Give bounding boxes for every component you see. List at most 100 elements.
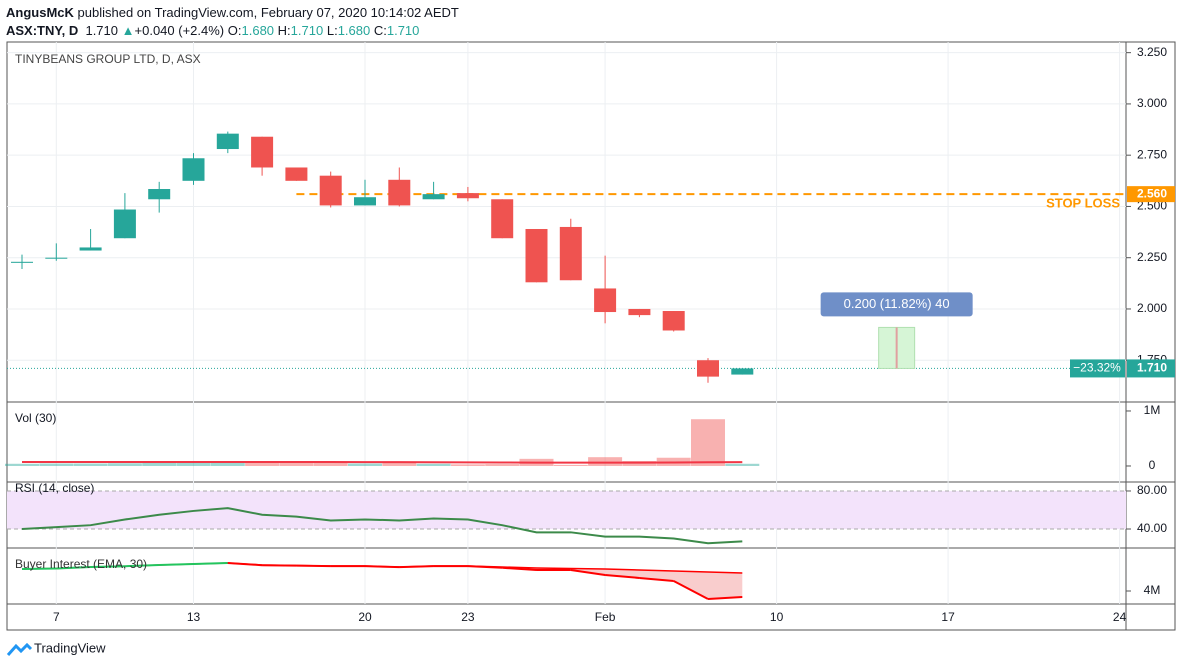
volume-bar <box>691 419 725 466</box>
x-tick-label: 23 <box>461 610 475 624</box>
x-tick-label: Feb <box>595 610 616 624</box>
volume-ma <box>22 461 743 464</box>
volume-bar <box>348 463 382 466</box>
candle-body <box>11 261 33 263</box>
candle-body <box>456 193 479 199</box>
candle-body <box>662 311 685 331</box>
bi-line <box>673 580 709 600</box>
volume-bar <box>142 462 177 466</box>
symbol: ASX:TNY, D <box>6 23 79 38</box>
publish-line: AngusMcK published on TradingView.com, F… <box>6 4 459 22</box>
ohlc-label: C: <box>373 23 387 38</box>
y-tick-label: 80.00 <box>1137 483 1167 497</box>
y-tick-label: 2.250 <box>1137 250 1167 264</box>
ohlc-value: 1.680 <box>241 23 275 38</box>
author: AngusMcK <box>6 5 74 20</box>
volume-bar <box>725 463 760 466</box>
volume-bar <box>416 463 451 466</box>
bi-line <box>124 564 160 568</box>
ohlc-value: 1.710 <box>290 23 324 38</box>
ohlc-label: H: <box>277 23 291 38</box>
y-tick-label: 3.000 <box>1137 96 1167 110</box>
volume-bar <box>279 462 314 466</box>
bi-line <box>707 596 743 600</box>
candle-body <box>594 288 617 313</box>
quote-line: ASX:TNY, D 1.710 ▲+0.040 (+2.4%) O:1.680… <box>6 22 459 40</box>
volume-bar <box>176 462 211 466</box>
change-label: −23.32% <box>1073 361 1121 375</box>
volume-bar <box>485 464 520 466</box>
candle-body <box>79 247 102 251</box>
candle-body <box>388 179 411 206</box>
y-tick-label: 40.00 <box>1137 521 1167 535</box>
change: +0.040 (+2.4%) <box>134 23 225 38</box>
x-tick-label: 24 <box>1113 610 1127 624</box>
measure-label-box <box>820 292 973 317</box>
bi-line <box>605 573 640 579</box>
logo <box>6 642 33 656</box>
candle-body <box>731 368 754 375</box>
bi-fill <box>227 562 743 599</box>
ohlc-label: L: <box>326 23 338 38</box>
ohlc-value: 1.680 <box>337 23 371 38</box>
bi-line <box>467 565 503 569</box>
rsi-line <box>21 507 743 545</box>
ohlc: O:1.680 H:1.710 L:1.680 C:1.710 <box>228 23 420 38</box>
change-box <box>1070 359 1125 378</box>
y-tick-label: 3.250 <box>1137 45 1167 59</box>
volume-bar <box>245 462 280 466</box>
candle-body <box>559 226 582 281</box>
candle-body <box>697 360 719 377</box>
x-tick-label: 20 <box>358 610 372 624</box>
stop-loss-text: STOP LOSS <box>1046 196 1120 211</box>
bi-line <box>56 566 91 570</box>
volume-bar <box>588 457 623 466</box>
ohlc-label: O: <box>227 23 242 38</box>
y-tick-label: 0 <box>1149 458 1156 472</box>
volume-bar <box>553 464 588 466</box>
candle-body <box>491 199 514 239</box>
candle-body <box>216 133 239 150</box>
last-price-box <box>1127 359 1175 378</box>
y-tick-label: 2.000 <box>1137 301 1167 315</box>
volume-bar <box>73 463 108 466</box>
y-tick-label: 2.750 <box>1137 147 1167 161</box>
x-tick-label: 13 <box>187 610 201 624</box>
x-tick-label: 17 <box>941 610 955 624</box>
volume-bar <box>450 464 485 466</box>
bi-line <box>193 561 228 565</box>
rsi-band <box>7 490 1126 529</box>
ohlc-value: 1.710 <box>386 23 420 38</box>
bi-title: Buyer Interest (EMA, 30) <box>15 557 147 571</box>
candle-body <box>354 197 376 206</box>
volume-bar <box>39 463 74 466</box>
volume-bar <box>107 463 142 466</box>
bi-line <box>399 565 434 569</box>
bi-line <box>159 563 194 567</box>
measure-label: 0.200 (11.82%) 40 <box>844 296 950 311</box>
bi-line <box>364 565 400 569</box>
price: 1.710 <box>85 23 119 38</box>
bi-line <box>502 566 537 571</box>
y-tick-label: 4M <box>1144 583 1161 597</box>
arrow: ▲ <box>121 23 135 38</box>
volume-bar <box>382 462 417 466</box>
x-tick-label: 10 <box>770 610 784 624</box>
candle-body <box>319 175 342 206</box>
last-price-label: 1.710 <box>1137 361 1167 375</box>
chart-title: TINYBEANS GROUP LTD, D, ASX <box>15 52 201 66</box>
vol-title: Vol (30) <box>15 411 56 425</box>
bi-line <box>227 561 263 567</box>
candle-body <box>285 167 308 181</box>
candle-body <box>251 136 274 168</box>
stop-loss-box <box>1127 186 1175 203</box>
volume-bar <box>210 462 245 466</box>
volume-bar <box>313 462 348 466</box>
bi-line <box>639 576 674 582</box>
candle-body <box>45 257 68 259</box>
volume-bar <box>5 463 39 466</box>
candle-body <box>628 308 651 316</box>
frame <box>6 41 1176 631</box>
bi-line <box>90 565 125 568</box>
